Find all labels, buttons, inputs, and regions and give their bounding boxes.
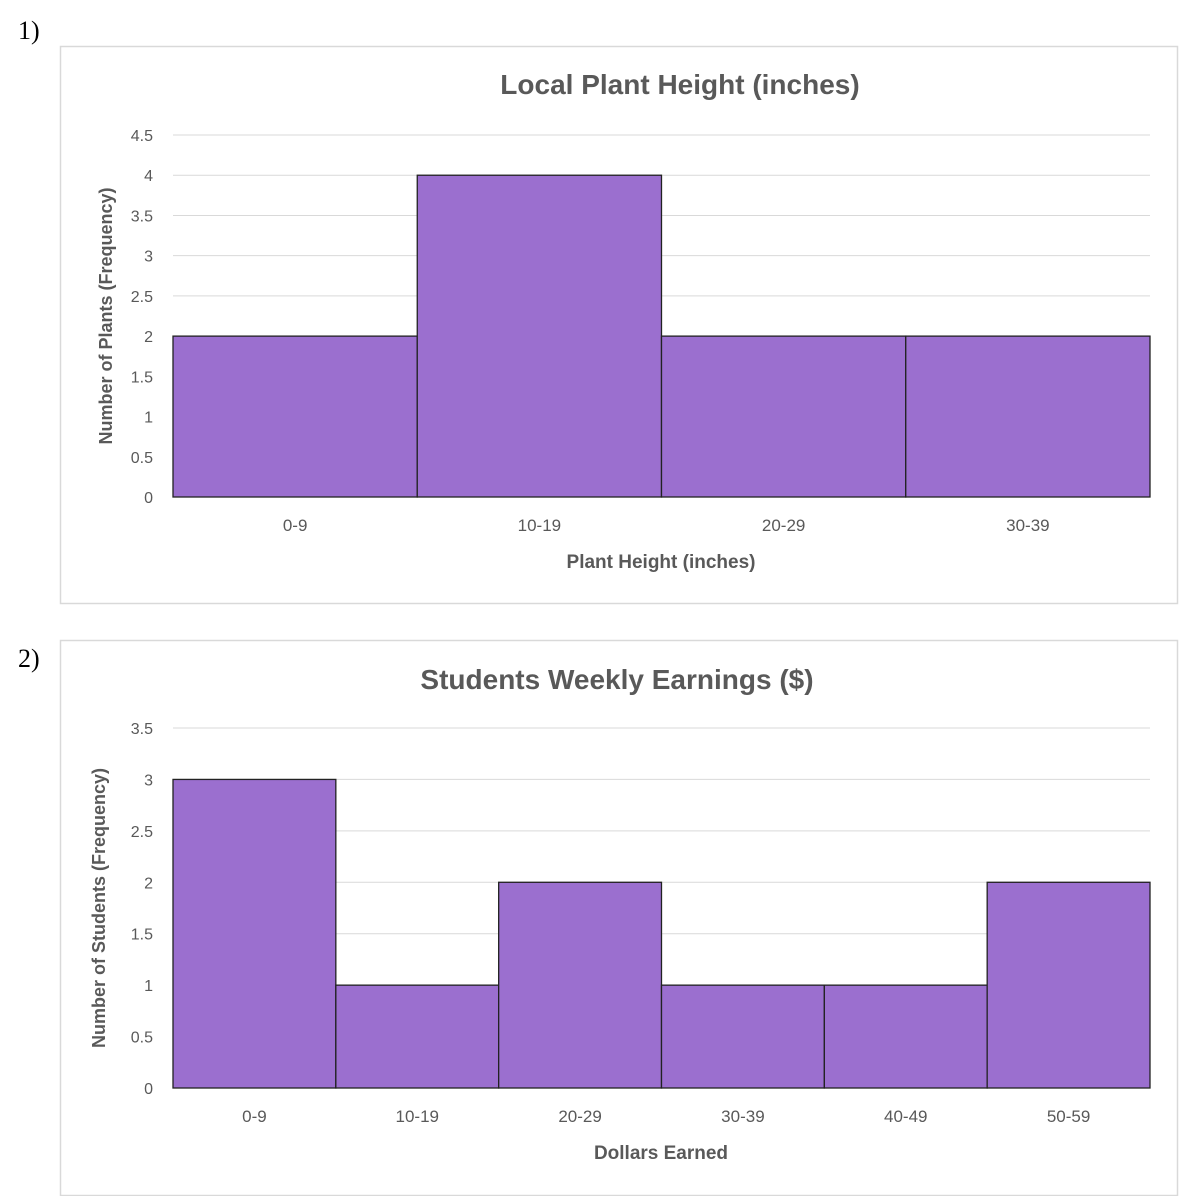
chart1-x-tick-label: 20-29	[762, 516, 805, 535]
chart2-bar	[660, 984, 825, 1089]
chart2-x-tick-label: 40-49	[884, 1107, 927, 1126]
chart1-y-tick-label: 2	[144, 329, 153, 346]
chart1-y-tick-label: 4	[144, 168, 153, 185]
chart2-y-tick-label: 2.5	[131, 824, 153, 841]
chart1-bar	[660, 335, 907, 498]
chart2-bar	[823, 984, 988, 1089]
question-number-1: 1)	[18, 16, 40, 45]
chart2-y-tick-label: 1.5	[131, 927, 153, 944]
chart2-y-tick-label: 0.5	[131, 1030, 153, 1047]
chart2-y-tick-label: 2	[144, 875, 153, 892]
chart2-title: Students Weekly Earnings ($)	[420, 664, 813, 695]
chart1-y-tick-label: 3.5	[131, 208, 153, 225]
chart1-y-tick-label: 0.5	[131, 450, 153, 467]
chart2-x-tick-label: 20-29	[558, 1107, 601, 1126]
chart2-y-tick-label: 0	[144, 1081, 153, 1098]
chart2-y-tick-label: 3.5	[131, 721, 153, 738]
chart1-y-tick-label: 2.5	[131, 289, 153, 306]
chart2-x-tick-label: 0-9	[242, 1107, 267, 1126]
question-number-2: 2)	[18, 644, 40, 673]
chart1-y-tick-label: 1	[144, 410, 153, 427]
chart1-bar	[172, 335, 418, 498]
chart1-x-axis-label: Plant Height (inches)	[567, 552, 756, 573]
chart1-y-tick-label: 1.5	[131, 369, 153, 386]
chart1-bar	[905, 335, 1151, 498]
chart1-x-tick-label: 0-9	[283, 516, 308, 535]
chart1-x-tick-label: 10-19	[518, 516, 561, 535]
chart2-bar	[498, 881, 663, 1089]
chart1-title: Local Plant Height (inches)	[500, 69, 859, 100]
chart2-x-tick-label: 10-19	[396, 1107, 439, 1126]
chart2-x-axis-label: Dollars Earned	[594, 1143, 728, 1164]
chart2-bar	[986, 881, 1151, 1089]
chart1-x-tick-label: 30-39	[1006, 516, 1049, 535]
chart1-y-axis-label: Number of Plants (Frequency)	[96, 187, 116, 444]
chart1-y-tick-label: 0	[144, 490, 153, 507]
chart1-bar	[416, 174, 663, 498]
chart2-y-tick-label: 3	[144, 772, 153, 789]
chart1-y-tick-label: 3	[144, 249, 153, 266]
chart2-bar	[172, 778, 337, 1089]
chart2-bar	[335, 984, 500, 1089]
chart2-y-axis-label: Number of Students (Frequency)	[89, 768, 109, 1048]
chart2-y-tick-label: 1	[144, 978, 153, 995]
chart1-y-tick-label: 4.5	[131, 128, 153, 145]
chart2-x-tick-label: 50-59	[1047, 1107, 1090, 1126]
chart2-x-tick-label: 30-39	[721, 1107, 764, 1126]
